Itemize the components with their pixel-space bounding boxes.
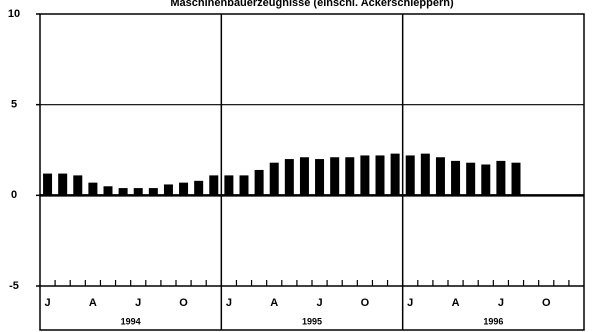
bar: [299, 157, 309, 196]
bar: [375, 155, 385, 196]
chart-title: Maschinenbauerzeugnisse (einschl. Ackers…: [170, 0, 454, 9]
bar: [43, 173, 53, 196]
year-label: 1995: [302, 316, 322, 326]
y-tick-label: 0: [11, 189, 17, 201]
bar: [133, 188, 143, 196]
bar: [284, 159, 294, 196]
bar: [481, 164, 491, 196]
bar: [435, 157, 445, 196]
bar: [118, 188, 128, 196]
bar: [239, 175, 249, 196]
bar: [420, 153, 430, 196]
bar: [194, 180, 204, 196]
bar: [179, 182, 189, 196]
x-tick-label: O: [542, 297, 551, 309]
bar: [405, 155, 415, 196]
x-tick-label: O: [179, 297, 188, 309]
bar: [88, 182, 98, 196]
bar: [466, 162, 476, 196]
x-tick-label: J: [135, 297, 141, 309]
bar: [330, 157, 340, 196]
bar: [360, 155, 370, 196]
bar: [163, 184, 173, 196]
bar: [224, 175, 234, 196]
x-tick-label: J: [226, 297, 232, 309]
bar: [209, 175, 219, 196]
y-tick-label: 10: [8, 8, 20, 20]
x-tick-label: A: [452, 297, 460, 309]
frame: [39, 13, 585, 331]
bar: [345, 157, 355, 196]
x-tick-label: A: [270, 297, 278, 309]
bar: [511, 162, 521, 196]
year-label: 1994: [121, 316, 141, 326]
bar: [269, 162, 279, 196]
bar: [148, 188, 158, 196]
year-label: 1996: [483, 316, 503, 326]
y-tick-label: -5: [9, 280, 19, 292]
bar: [73, 175, 83, 196]
y-tick-label: 5: [11, 99, 17, 111]
x-tick-label: J: [407, 297, 413, 309]
x-tick-label: J: [316, 297, 322, 309]
bar: [315, 159, 325, 196]
x-tick-label: J: [44, 297, 50, 309]
x-tick-label: J: [498, 297, 504, 309]
bar: [58, 173, 68, 196]
x-tick-label: O: [361, 297, 370, 309]
bar: [390, 153, 400, 196]
x-tick-label: A: [89, 297, 97, 309]
bar: [254, 169, 264, 196]
bar: [496, 160, 506, 196]
bar: [103, 186, 113, 196]
bar: [451, 160, 461, 196]
